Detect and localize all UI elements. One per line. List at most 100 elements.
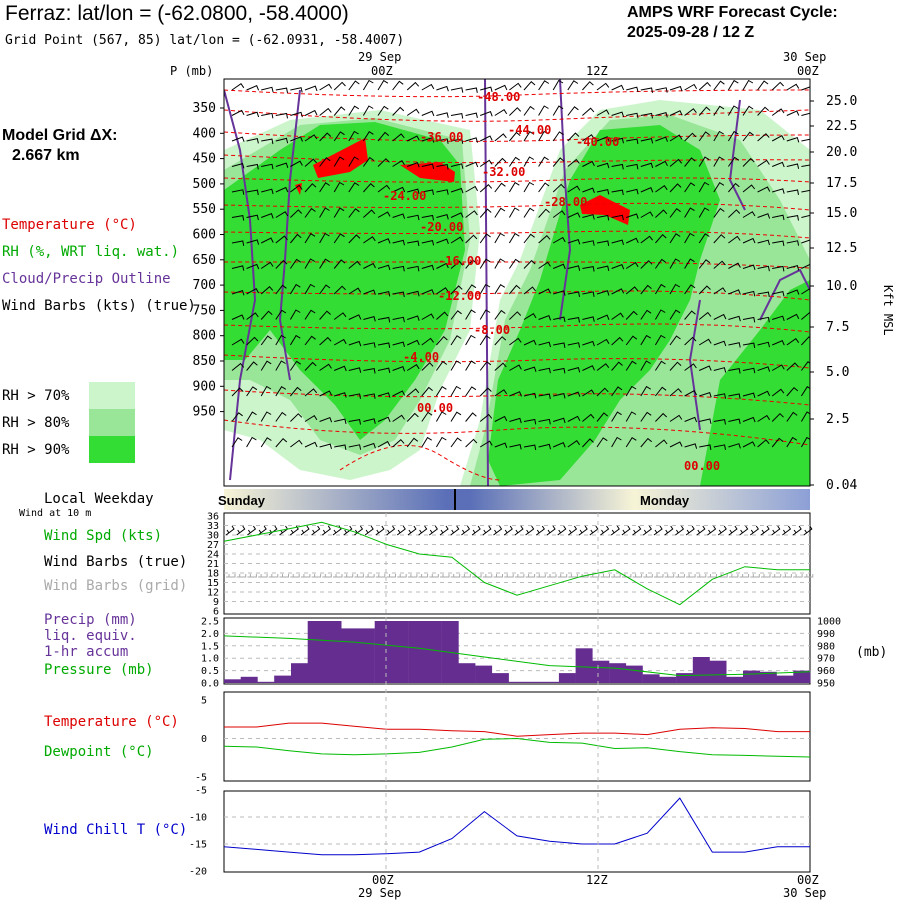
wind-barb (698, 365, 712, 371)
wind-barb (479, 233, 491, 244)
wind-barb (728, 393, 741, 399)
wind-barb (538, 341, 551, 348)
wind-barb (757, 133, 770, 142)
wind-barb (523, 207, 535, 218)
wind-barb (757, 186, 771, 193)
wind-barb (669, 335, 681, 346)
wind-barb (727, 156, 740, 167)
wind-barb (348, 340, 362, 347)
wind-barb (611, 111, 625, 117)
wind-barb (436, 262, 449, 269)
wind-barb (290, 233, 302, 244)
wind-barb (567, 317, 580, 323)
windchill-tick: -20 (189, 867, 207, 878)
wind-barb (509, 107, 522, 116)
wind-barb (640, 260, 653, 269)
wind-speed-tick: 15 (207, 578, 219, 589)
wind-barb (625, 335, 638, 346)
wind-barb-10m (610, 525, 620, 536)
wind-barb (260, 437, 272, 448)
wind-barb (727, 79, 739, 91)
wind-barb (640, 235, 653, 244)
wind-barb (421, 189, 434, 195)
wind-barb (582, 438, 594, 448)
wind-barb (231, 412, 243, 422)
wind-barb (319, 182, 330, 193)
temperature-line (224, 722, 810, 737)
wind-barb (406, 364, 420, 371)
wind-barb (611, 239, 624, 246)
wind-barb (567, 106, 579, 116)
wind-barb (757, 439, 770, 448)
wind-barb (450, 260, 463, 269)
wind-barb (407, 290, 420, 297)
wind-barb (582, 413, 595, 422)
wind-barb (362, 105, 374, 116)
wind-barb (655, 160, 668, 167)
wind-barb (611, 137, 624, 144)
wind-barb (669, 309, 681, 320)
wind-barb (231, 314, 245, 320)
wind-barb (801, 287, 810, 295)
wind-barb (538, 130, 549, 142)
wind-barb-grid (365, 574, 375, 578)
wind-barb (567, 158, 580, 167)
wind-barb (669, 361, 682, 371)
wind-barb (406, 412, 419, 422)
wind-barb (261, 138, 274, 145)
wind-barb (348, 182, 360, 193)
wind-barb (596, 437, 608, 448)
wind-barb (275, 162, 289, 168)
height-tick: 2.5 (826, 412, 849, 427)
wind-barb (801, 112, 810, 116)
wind-barb (450, 138, 464, 144)
wind-barb (669, 233, 681, 244)
wind-barb (553, 442, 566, 448)
wind-barb (421, 436, 432, 448)
wind-barb (582, 187, 595, 193)
wind-barb (260, 385, 272, 397)
wind-barb (275, 386, 287, 397)
wind-barb (654, 283, 666, 295)
wind-barb (640, 138, 654, 144)
wind-barb-10m (471, 525, 481, 536)
wind-barb-10m (300, 525, 310, 536)
wind-barb (582, 291, 595, 297)
wind-barb (698, 207, 710, 218)
wind-barb (450, 187, 464, 194)
wind-barb (289, 309, 301, 320)
wind-barb (348, 367, 362, 373)
wind-barb-grid (643, 574, 653, 578)
wind-barb (392, 160, 405, 167)
wind-barb (333, 338, 347, 346)
wind-barb (246, 85, 260, 91)
wind-barb (640, 411, 652, 422)
wind-barb (596, 189, 610, 195)
wind-barb (757, 265, 770, 272)
wind-barb-grid (782, 574, 792, 578)
pressure-tick: 450 (193, 152, 216, 167)
wind-barb (786, 189, 799, 195)
wind-barb (742, 211, 756, 218)
wind-barb (289, 360, 301, 371)
wind-barb (392, 390, 406, 397)
wind-barb (713, 130, 724, 142)
wind-barb (231, 189, 245, 195)
wind-barb (465, 112, 478, 119)
wind-barb (465, 360, 476, 371)
precip-bar (592, 660, 610, 683)
legend-temperature: Temperature (°C) (2, 217, 137, 233)
windchill-panel-frame (223, 790, 811, 873)
wind-barb (436, 189, 449, 195)
wind-barb (698, 233, 710, 244)
wind-barb (786, 411, 798, 422)
wind-barb (742, 157, 755, 167)
precip-bar (475, 665, 493, 683)
wind-barb (246, 263, 260, 270)
wind-barb (582, 214, 595, 220)
precip-bar (357, 628, 375, 683)
wind-barb (333, 312, 347, 320)
wind-barb (275, 186, 289, 193)
wind-barb (363, 182, 375, 193)
wind-barb (684, 258, 695, 269)
